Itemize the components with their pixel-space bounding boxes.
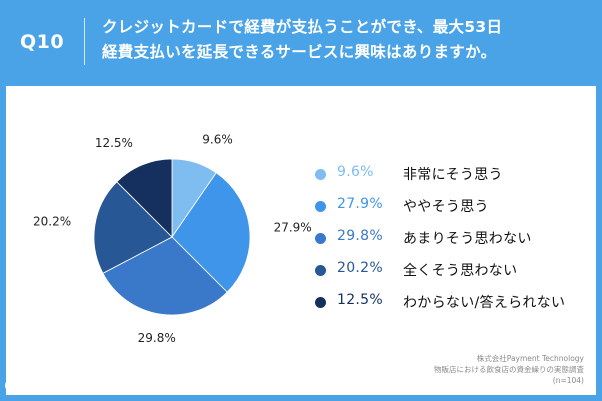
pie-data-label-2: 27.9% — [274, 221, 312, 235]
question-label: Q10 — [20, 31, 65, 53]
legend-value-5: 12.5% — [337, 292, 383, 308]
legend-item-3: 29.8% あまりそう思わない — [311, 224, 591, 256]
legend-swatch-4 — [315, 265, 326, 276]
legend-label-1: 非常にそう思う — [403, 167, 503, 183]
legend-item-5: 12.5% わからない/答えられない — [311, 288, 591, 320]
pie-chart: 9.6% 27.9% 29.8% 20.2% 12.5% — [33, 133, 312, 345]
brand-logo: リサピー — [5, 376, 95, 394]
magnifier-icon — [5, 378, 18, 392]
pie-data-label-3: 29.8% — [138, 331, 176, 345]
legend-item-4: 20.2% 全くそう思わない — [311, 256, 591, 288]
legend-swatch-2 — [315, 201, 326, 212]
question-title-line2: 経費支払いを延長できるサービスに興味はありますか。 — [102, 43, 497, 61]
pie-data-label-1: 9.6% — [202, 133, 233, 147]
legend-label-4: 全くそう思わない — [403, 263, 518, 279]
pie-slice-2 — [171, 172, 251, 293]
legend-swatch-3 — [315, 233, 326, 244]
pie-slice-3 — [102, 236, 228, 316]
legend-value-2: 27.9% — [337, 196, 383, 212]
legend-item-1: 9.6% 非常にそう思う — [311, 160, 591, 192]
legend-value-3: 29.8% — [337, 228, 383, 244]
legend-label-5: わからない/答えられない — [403, 295, 566, 311]
legend-value-1: 9.6% — [337, 164, 374, 180]
pie-data-label-4: 20.2% — [33, 215, 71, 229]
legend-label-2: ややそう思う — [403, 199, 489, 215]
source-line2: 物販店における飲食店の資金繰りの実態調査 — [434, 365, 584, 374]
pie-slice-5 — [116, 158, 173, 238]
header-divider — [84, 18, 85, 65]
legend: 9.6% 非常にそう思う 27.9% ややそう思う 29.8% あまりそう思わない 20.2… — [311, 160, 591, 320]
legend-label-3: あまりそう思わない — [403, 231, 532, 247]
question-title: クレジットカードで経費が支払うことができ、最大53日 経費支払いを延長できるサー… — [102, 15, 592, 65]
legend-swatch-1 — [315, 169, 326, 180]
legend-value-4: 20.2% — [337, 260, 383, 276]
pie-data-label-5: 12.5% — [95, 136, 133, 150]
pie-slice-4 — [93, 181, 173, 274]
chart-card: 9.6% 27.9% 29.8% 20.2% 12.5% 9.6% 非常にそう思う 27.9… — [6, 86, 596, 395]
legend-item-2: 27.9% ややそう思う — [311, 192, 591, 224]
source-line3: (n=104) — [552, 376, 584, 385]
source-note: 株式会社Payment Technology 物販店における飲食店の資金繰りの実… — [434, 353, 584, 386]
brand-logo-text: リサピー — [21, 379, 65, 392]
source-line1: 株式会社Payment Technology — [476, 354, 584, 363]
legend-swatch-5 — [315, 297, 326, 308]
header: Q10 クレジットカードで経費が支払うことができ、最大53日 経費支払いを延長で… — [0, 0, 602, 80]
question-title-line1: クレジットカードで経費が支払うことができ、最大53日 — [102, 18, 503, 36]
